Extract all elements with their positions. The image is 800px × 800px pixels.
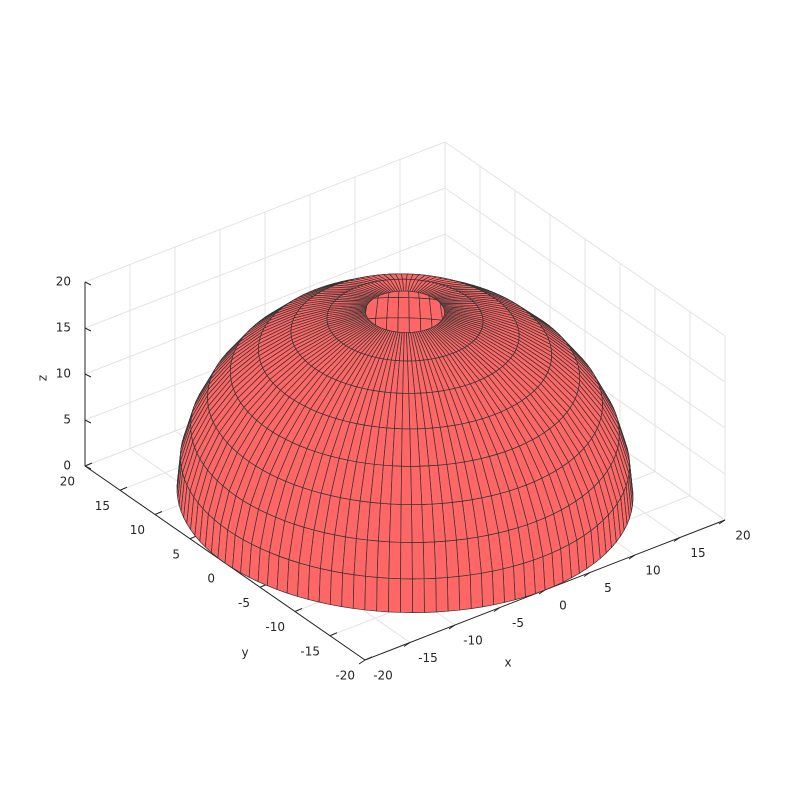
surface-patch <box>353 538 368 577</box>
surface-patch <box>365 539 379 578</box>
z-tick <box>84 465 92 470</box>
surface-patch <box>386 297 399 319</box>
z-tick <box>84 281 92 286</box>
surface-patch <box>401 393 411 430</box>
surface-patch <box>318 568 332 605</box>
y-tick-label: -5 <box>238 596 250 610</box>
surface-patch <box>400 504 413 543</box>
surface-patch <box>445 539 460 578</box>
surface-patch <box>286 559 300 597</box>
surface-patch <box>297 562 310 600</box>
surface-patch <box>364 575 378 612</box>
surface-patch <box>502 565 516 603</box>
z-tick <box>84 419 92 424</box>
surface-patch <box>376 576 390 613</box>
y-tick-label: 0 <box>207 572 215 586</box>
y-tick-label: -15 <box>300 644 320 658</box>
y-tick <box>84 462 93 467</box>
y-tick-label: 10 <box>130 523 145 537</box>
surface-patch <box>408 297 421 319</box>
surface-patch <box>411 541 425 580</box>
y-tick-label: 20 <box>60 475 75 489</box>
y-tick <box>154 511 163 515</box>
y-tick-label: 15 <box>95 499 110 513</box>
surface-patch <box>513 562 526 601</box>
x-tick-label: -10 <box>463 634 483 648</box>
surface-patch <box>491 568 505 606</box>
surface-patch <box>352 574 366 611</box>
surface-patch <box>401 428 412 467</box>
surface-patch <box>423 577 437 613</box>
surface-patch <box>392 428 403 467</box>
x-tick <box>718 519 726 525</box>
y-tick-label: -10 <box>265 620 285 634</box>
x-tick-label: -5 <box>512 616 524 630</box>
x-tick-label: 5 <box>604 581 612 595</box>
surface-patch <box>400 465 412 505</box>
surface-patch <box>421 503 435 543</box>
grid-line <box>84 233 446 375</box>
grid-line <box>444 187 726 383</box>
x-tick <box>628 554 636 560</box>
surface-patch <box>307 565 321 603</box>
grid-line <box>444 141 726 337</box>
grid-line <box>84 187 446 329</box>
x-tick-label: -15 <box>418 651 438 665</box>
surface-patch <box>411 504 424 543</box>
z-axis-label: z <box>36 375 50 381</box>
surface <box>176 273 634 613</box>
grid-line <box>444 233 726 429</box>
x-tick-label: 0 <box>559 599 567 613</box>
surface-patch <box>422 541 437 580</box>
surface-patch <box>378 502 392 543</box>
x-tick-label: 20 <box>735 529 750 543</box>
y-tick-label: 5 <box>172 547 180 561</box>
surface-patch <box>402 360 410 394</box>
surface-patch <box>400 578 413 613</box>
x-tick <box>673 537 681 542</box>
x-axis-label: x <box>504 656 511 670</box>
surface-patch <box>400 541 413 580</box>
surface-patch <box>411 578 425 613</box>
z-tick <box>84 327 92 332</box>
y-axis-label: y <box>241 646 248 660</box>
z-tick-label: 10 <box>56 367 71 381</box>
y-tick <box>119 486 128 491</box>
z-tick <box>84 373 92 378</box>
surface-patch <box>376 540 390 579</box>
surface-patch <box>390 465 402 505</box>
y-tick-label: -20 <box>335 669 355 683</box>
x-tick <box>358 659 366 665</box>
z-tick-label: 0 <box>63 459 71 473</box>
y-tick <box>294 608 303 612</box>
z-tick-label: 15 <box>56 321 71 335</box>
x-tick-label: 10 <box>645 564 660 578</box>
x-tick <box>403 642 411 647</box>
surface-patch <box>480 570 494 608</box>
surface-patch <box>329 570 343 607</box>
x-tick <box>583 572 591 577</box>
surface-patch <box>435 577 449 613</box>
surface-patch <box>341 572 355 609</box>
surface-patch <box>388 541 402 580</box>
surface-patch <box>389 503 402 543</box>
x-tick <box>493 607 501 612</box>
surface-patch <box>447 576 461 612</box>
z-tick-label: 20 <box>56 275 71 289</box>
y-tick <box>364 656 373 661</box>
x-tick-label: 15 <box>690 546 705 560</box>
x-tick <box>448 624 456 630</box>
grid-line <box>84 141 446 283</box>
y-tick <box>329 632 338 637</box>
surface-patch <box>397 297 410 319</box>
surface-patch <box>458 574 472 611</box>
surface-patch <box>434 540 448 579</box>
z-tick-label: 5 <box>63 413 71 427</box>
surface-patch <box>469 572 483 609</box>
surface-patch <box>388 577 401 613</box>
x-tick-label: -20 <box>373 669 393 683</box>
surface-patch <box>410 465 423 505</box>
